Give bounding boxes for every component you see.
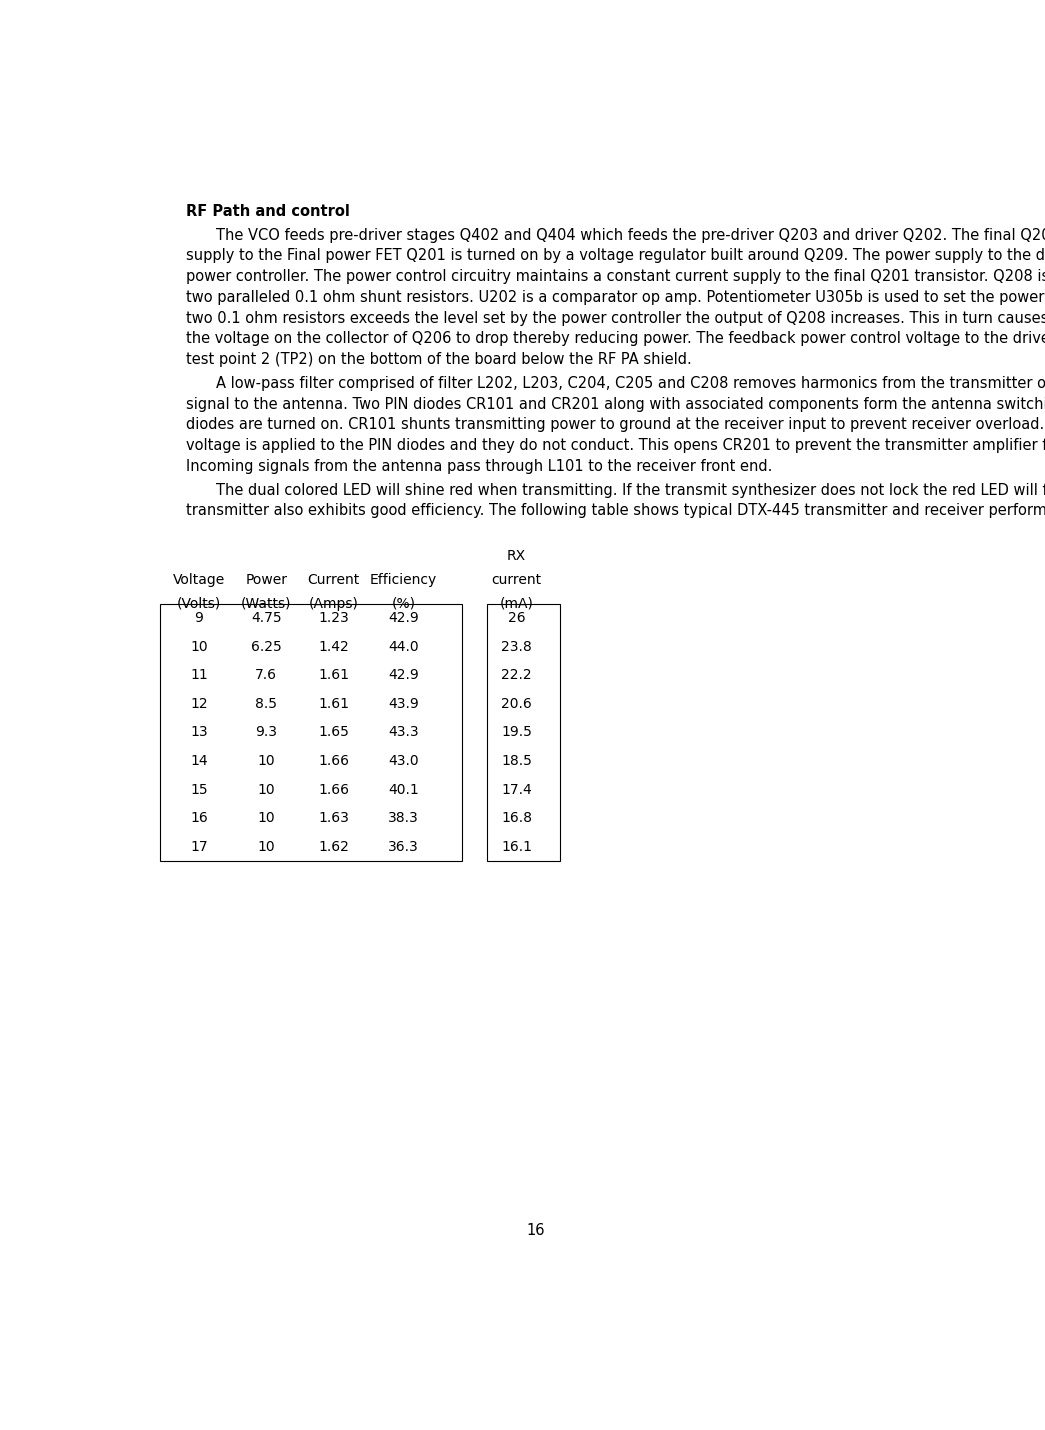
- Text: 40.1: 40.1: [388, 782, 419, 797]
- Text: current: current: [491, 573, 541, 586]
- Text: 42.9: 42.9: [388, 611, 419, 625]
- Text: 38.3: 38.3: [388, 811, 419, 825]
- Text: 1.23: 1.23: [319, 611, 349, 625]
- Text: 9.3: 9.3: [255, 725, 277, 739]
- Text: RX: RX: [507, 549, 526, 563]
- Text: 6.25: 6.25: [251, 639, 281, 654]
- Text: 43.0: 43.0: [388, 754, 419, 768]
- Text: 12: 12: [190, 696, 208, 711]
- Text: 9: 9: [194, 611, 204, 625]
- Text: 7.6: 7.6: [255, 668, 277, 682]
- Text: 43.9: 43.9: [388, 696, 419, 711]
- Text: 1.61: 1.61: [318, 668, 349, 682]
- Text: power controller. The power control circuitry maintains a constant current suppl: power controller. The power control circ…: [186, 269, 1045, 285]
- Text: 1.62: 1.62: [319, 839, 349, 854]
- Text: 14: 14: [190, 754, 208, 768]
- Text: (Volts): (Volts): [177, 596, 220, 611]
- Text: The dual colored LED will shine red when transmitting. If the transmit synthesiz: The dual colored LED will shine red when…: [216, 483, 1045, 498]
- Text: 17.4: 17.4: [502, 782, 532, 797]
- Text: the voltage on the collector of Q206 to drop thereby reducing power. The feedbac: the voltage on the collector of Q206 to …: [186, 332, 1045, 346]
- Text: 10: 10: [257, 839, 275, 854]
- Text: 1.66: 1.66: [318, 754, 349, 768]
- Text: The VCO feeds pre-driver stages Q402 and Q404 which feeds the pre-driver Q203 an: The VCO feeds pre-driver stages Q402 and…: [216, 227, 1045, 243]
- Text: signal to the antenna. Two PIN diodes CR101 and CR201 along with associated comp: signal to the antenna. Two PIN diodes CR…: [186, 396, 1045, 412]
- Bar: [160, 603, 462, 861]
- Text: 1.66: 1.66: [318, 782, 349, 797]
- Text: 1.61: 1.61: [318, 696, 349, 711]
- Text: voltage is applied to the PIN diodes and they do not conduct. This opens CR201 t: voltage is applied to the PIN diodes and…: [186, 438, 1045, 453]
- Text: (%): (%): [392, 596, 416, 611]
- Text: 17: 17: [190, 839, 208, 854]
- Text: RF Path and control: RF Path and control: [186, 204, 350, 219]
- Text: 10: 10: [257, 811, 275, 825]
- Text: 23.8: 23.8: [502, 639, 532, 654]
- Text: 10: 10: [257, 754, 275, 768]
- Text: diodes are turned on. CR101 shunts transmitting power to ground at the receiver : diodes are turned on. CR101 shunts trans…: [186, 418, 1045, 432]
- Bar: [487, 603, 560, 861]
- Text: (Amps): (Amps): [308, 596, 358, 611]
- Text: 16.1: 16.1: [501, 839, 532, 854]
- Text: 1.63: 1.63: [319, 811, 349, 825]
- Text: 19.5: 19.5: [502, 725, 532, 739]
- Text: 8.5: 8.5: [255, 696, 277, 711]
- Text: 44.0: 44.0: [388, 639, 419, 654]
- Text: 4.75: 4.75: [251, 611, 281, 625]
- Text: A low-pass filter comprised of filter L202, L203, C204, C205 and C208 removes ha: A low-pass filter comprised of filter L2…: [216, 376, 1045, 390]
- Text: 15: 15: [190, 782, 208, 797]
- Text: 42.9: 42.9: [388, 668, 419, 682]
- Text: 43.3: 43.3: [388, 725, 419, 739]
- Text: 13: 13: [190, 725, 208, 739]
- Text: 11: 11: [190, 668, 208, 682]
- Text: 1.65: 1.65: [319, 725, 349, 739]
- Text: 16: 16: [190, 811, 208, 825]
- Text: 10: 10: [257, 782, 275, 797]
- Text: two paralleled 0.1 ohm shunt resistors. U202 is a comparator op amp. Potentiomet: two paralleled 0.1 ohm shunt resistors. …: [186, 290, 1045, 305]
- Text: Power: Power: [246, 573, 287, 586]
- Text: 1.42: 1.42: [319, 639, 349, 654]
- Text: 26: 26: [508, 611, 526, 625]
- Text: 18.5: 18.5: [502, 754, 532, 768]
- Text: supply to the Final power FET Q201 is turned on by a voltage regulator built aro: supply to the Final power FET Q201 is tu…: [186, 249, 1045, 263]
- Text: Efficiency: Efficiency: [370, 573, 437, 586]
- Text: (Watts): (Watts): [241, 596, 292, 611]
- Text: Incoming signals from the antenna pass through L101 to the receiver front end.: Incoming signals from the antenna pass t…: [186, 459, 773, 473]
- Text: test point 2 (TP2) on the bottom of the board below the RF PA shield.: test point 2 (TP2) on the bottom of the …: [186, 352, 692, 368]
- Text: 10: 10: [190, 639, 208, 654]
- Text: transmitter also exhibits good efficiency. The following table shows typical DTX: transmitter also exhibits good efficienc…: [186, 503, 1045, 519]
- Text: Voltage: Voltage: [172, 573, 225, 586]
- Text: two 0.1 ohm resistors exceeds the level set by the power controller the output o: two 0.1 ohm resistors exceeds the level …: [186, 310, 1045, 326]
- Text: 16: 16: [527, 1223, 544, 1238]
- Text: (mA): (mA): [500, 596, 534, 611]
- Text: 22.2: 22.2: [502, 668, 532, 682]
- Text: 36.3: 36.3: [388, 839, 419, 854]
- Text: 16.8: 16.8: [501, 811, 532, 825]
- Text: 20.6: 20.6: [502, 696, 532, 711]
- Text: Current: Current: [307, 573, 359, 586]
